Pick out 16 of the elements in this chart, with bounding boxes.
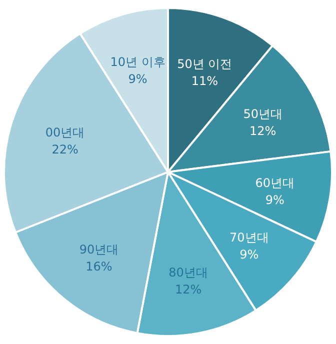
slice-label: 70년대 (230, 230, 269, 245)
slice-label: 90년대 (79, 242, 119, 256)
slice-label: 80년대 (168, 265, 208, 280)
data-label: 22% (52, 142, 78, 157)
data-label: 9% (265, 192, 284, 207)
data-label: 11% (191, 74, 218, 88)
slice-label: 10년 이후 (110, 55, 166, 70)
data-label: 12% (174, 282, 202, 296)
slice-label: 50년 이전 (177, 57, 232, 72)
data-label: 16% (86, 259, 112, 274)
data-label: 9% (240, 248, 259, 262)
slice-label: 60년대 (255, 176, 295, 190)
data-label: 12% (250, 124, 276, 138)
slice-label: 00년대 (45, 126, 85, 140)
data-label: 9% (128, 72, 148, 86)
slice-label: 50년대 (243, 106, 282, 121)
